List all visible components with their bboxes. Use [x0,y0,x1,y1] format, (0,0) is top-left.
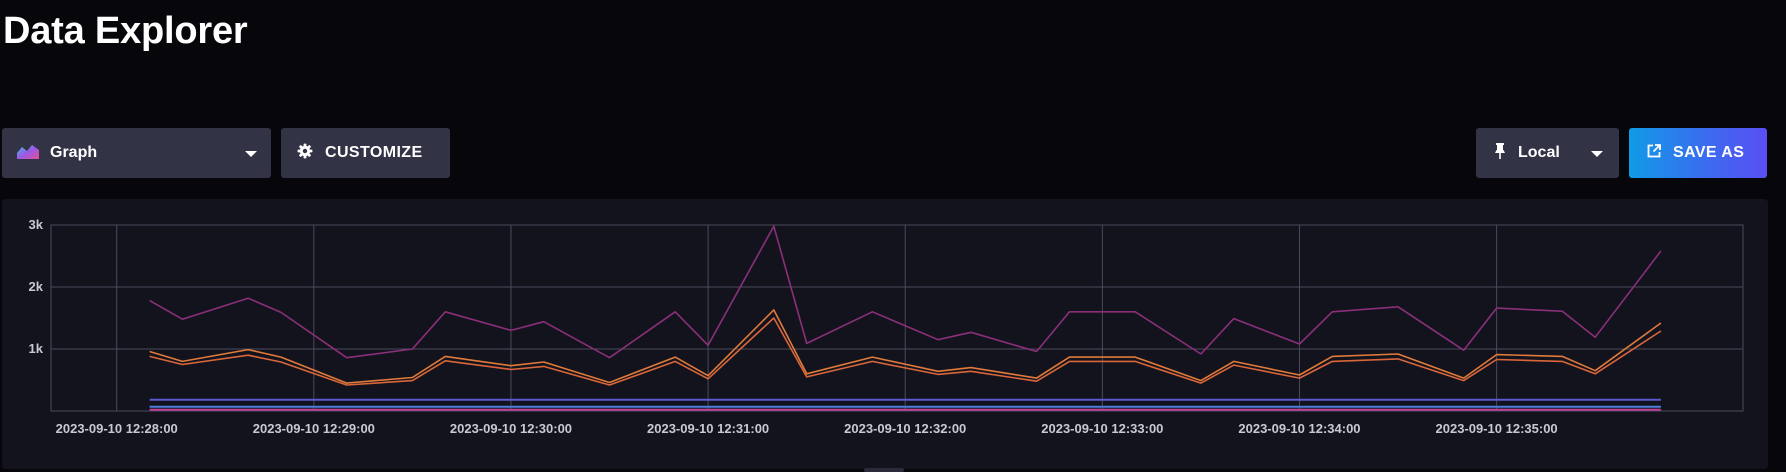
resize-handle[interactable] [864,468,904,472]
timezone-dropdown[interactable]: Local [1476,128,1619,178]
chevron-down-icon [1591,151,1603,157]
x-tick-label: 2023-09-10 12:34:00 [1238,421,1360,436]
x-tick-label: 2023-09-10 12:33:00 [1041,421,1163,436]
save-as-label: SAVE AS [1673,144,1745,161]
x-tick-label: 2023-09-10 12:31:00 [647,421,769,436]
timezone-label: Local [1518,144,1560,161]
save-as-button[interactable]: SAVE AS [1629,128,1767,178]
series-line-3[interactable] [149,317,1662,386]
external-link-icon [1647,143,1661,163]
line-chart[interactable]: 1k 2k 3k 2023-09-10 12:28:00 2023-09-10 12:2… [2,199,1768,469]
series-line-1[interactable] [149,225,1662,359]
graph-type-dropdown[interactable]: Graph [2,128,271,178]
chevron-down-icon [245,151,257,157]
graph-type-icon [16,142,40,165]
x-tick-label: 2023-09-10 12:35:00 [1436,421,1558,436]
customize-label: CUSTOMIZE [325,144,423,161]
series-line-2[interactable] [149,309,1662,384]
customize-button[interactable]: CUSTOMIZE [281,128,450,178]
pin-icon [1494,142,1506,164]
y-tick-label: 1k [29,341,44,356]
gear-icon [297,143,313,164]
x-tick-label: 2023-09-10 12:29:00 [253,421,375,436]
x-tick-label: 2023-09-10 12:30:00 [450,421,572,436]
y-tick-label: 2k [29,279,44,294]
graph-type-label: Graph [50,144,98,161]
x-tick-label: 2023-09-10 12:28:00 [56,421,178,436]
y-tick-label: 3k [29,217,44,232]
page-title: Data Explorer [3,10,248,52]
x-tick-label: 2023-09-10 12:32:00 [844,421,966,436]
chart-panel: 1k 2k 3k 2023-09-10 12:28:00 2023-09-10 12:2… [2,199,1768,469]
